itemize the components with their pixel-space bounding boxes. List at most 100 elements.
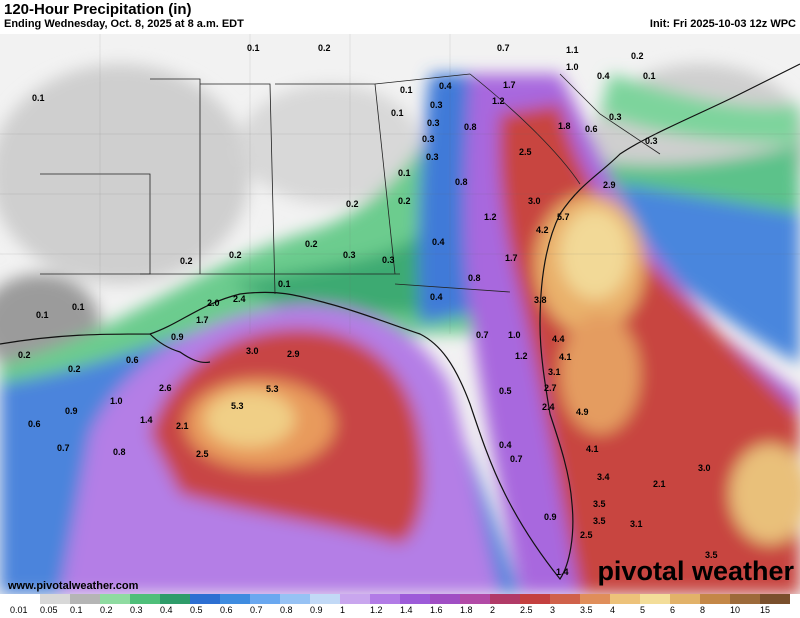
legend-tick-label: 1.4: [400, 605, 413, 615]
amount-label: 2.6: [159, 383, 172, 393]
legend-swatch: [370, 594, 400, 604]
legend-swatch: [580, 594, 610, 604]
amount-label: 0.2: [346, 199, 359, 209]
amount-label: 0.2: [318, 43, 331, 53]
amount-label: 0.2: [398, 196, 411, 206]
amount-label: 0.3: [645, 136, 658, 146]
legend-tick-label: 0.2: [100, 605, 113, 615]
legend-tick-label: 0.8: [280, 605, 293, 615]
legend-swatch: [160, 594, 190, 604]
amount-label: 0.1: [391, 108, 404, 118]
amount-label: 4.2: [536, 225, 549, 235]
legend-swatch: [760, 594, 790, 604]
amount-label: 2.4: [233, 294, 246, 304]
legend-swatch: [70, 594, 100, 604]
amount-label: 0.1: [36, 310, 49, 320]
amount-label: 1.4: [556, 567, 569, 577]
amount-label: 1.1: [566, 45, 579, 55]
amount-labels: 0.1 0.2 0.7 1.1 0.2 0.1 1.0 0.4 0.1 1.7 0.1 0.4 1.2 0…: [18, 43, 718, 577]
precipitation-map: 0.1 0.2 0.7 1.1 0.2 0.1 1.0 0.4 0.1 1.7 0.1 0.4 1.2 0…: [0, 34, 800, 594]
legend-tick-label: 0.5: [190, 605, 203, 615]
amount-label: 3.1: [548, 367, 561, 377]
state-borders: [40, 73, 661, 295]
county-grid: [0, 34, 800, 334]
amount-label: 0.4: [432, 237, 445, 247]
amount-label: 4.1: [559, 352, 572, 362]
legend-swatch: [220, 594, 250, 604]
valid-time-subtitle: Ending Wednesday, Oct. 8, 2025 at 8 a.m.…: [4, 18, 244, 30]
amount-label: 0.2: [68, 364, 81, 374]
amount-label: 2.5: [580, 530, 593, 540]
legend-swatch: [400, 594, 430, 604]
legend-tick-label: 0.9: [310, 605, 323, 615]
amount-label: 0.6: [28, 419, 41, 429]
legend-tick-label: 0.05: [40, 605, 58, 615]
legend-swatch: [430, 594, 460, 604]
legend-swatch: [460, 594, 490, 604]
legend-tick-label: 0.4: [160, 605, 173, 615]
legend-swatch: [550, 594, 580, 604]
amount-label: 0.9: [171, 332, 184, 342]
amount-label: 0.1: [400, 85, 413, 95]
amount-label: 1.2: [515, 351, 528, 361]
legend-tick-label: 6: [670, 605, 676, 615]
legend-swatch: [40, 594, 70, 604]
init-time: Init: Fri 2025-10-03 12z WPC: [649, 18, 796, 30]
amount-label: 0.8: [468, 273, 481, 283]
coastline: [0, 63, 800, 581]
amount-label: 1.0: [566, 62, 579, 72]
amount-label: 0.3: [427, 118, 440, 128]
amount-label: 0.1: [278, 279, 291, 289]
amount-label: 2.1: [176, 421, 189, 431]
legend-tick-label: 4: [610, 605, 616, 615]
amount-label: 0.1: [643, 71, 656, 81]
amount-label: 0.7: [57, 443, 70, 453]
amount-label: 1.8: [558, 121, 571, 131]
amount-label: 3.5: [593, 499, 606, 509]
legend-tick-labels: 0.01 0.05 0.1 0.2 0.3 0.4 0.5 0.6 0.7 0.8 0.9 1 1.2 1…: [10, 605, 790, 617]
legend-tick-label: 8: [700, 605, 706, 615]
amount-label: 3.0: [246, 346, 259, 356]
amount-label: 0.3: [382, 255, 395, 265]
amount-label: 0.1: [72, 302, 85, 312]
amount-label: 0.9: [544, 512, 557, 522]
amount-label: 0.4: [430, 292, 443, 302]
legend-tick-label: 10: [730, 605, 741, 615]
amount-label: 1.0: [508, 330, 521, 340]
amount-label: 3.8: [534, 295, 547, 305]
amount-label: 2.5: [196, 449, 209, 459]
precip-field: [0, 64, 800, 594]
amount-label: 3.1: [630, 519, 643, 529]
amount-label: 1.4: [140, 415, 153, 425]
amount-label: 0.2: [305, 239, 318, 249]
brand-logo: pivotal weather: [597, 556, 794, 586]
amount-label: 0.3: [343, 250, 356, 260]
legend-tick-label: 5: [640, 605, 646, 615]
amount-label: 0.3: [430, 100, 443, 110]
amount-label: 3.5: [705, 550, 718, 560]
amount-label: 0.4: [597, 71, 610, 81]
amount-label: 0.8: [455, 177, 468, 187]
legend-swatch: [700, 594, 730, 604]
legend-swatch: [670, 594, 700, 604]
legend-tick-label: 2.5: [520, 605, 533, 615]
amount-label: 4.4: [552, 334, 565, 344]
legend-swatch: [340, 594, 370, 604]
amount-label: 3.0: [528, 196, 541, 206]
legend-color-bar: [10, 594, 790, 604]
amount-label: 4.9: [576, 407, 589, 417]
amount-label: 1.0: [110, 396, 123, 406]
legend-swatch: [310, 594, 340, 604]
amount-label: 0.5: [499, 386, 512, 396]
amount-label: 0.4: [499, 440, 512, 450]
legend-swatch: [100, 594, 130, 604]
amount-label: 1.7: [503, 80, 516, 90]
legend-swatch: [190, 594, 220, 604]
legend-tick-label: 3.5: [580, 605, 593, 615]
amount-label: 5.3: [266, 384, 279, 394]
map-header: 120-Hour Precipitation (in) Ending Wedne…: [0, 0, 800, 34]
amount-label: 0.1: [398, 168, 411, 178]
amount-label: 0.1: [32, 93, 45, 103]
amount-label: 2.0: [207, 298, 220, 308]
amount-label: 2.9: [287, 349, 300, 359]
